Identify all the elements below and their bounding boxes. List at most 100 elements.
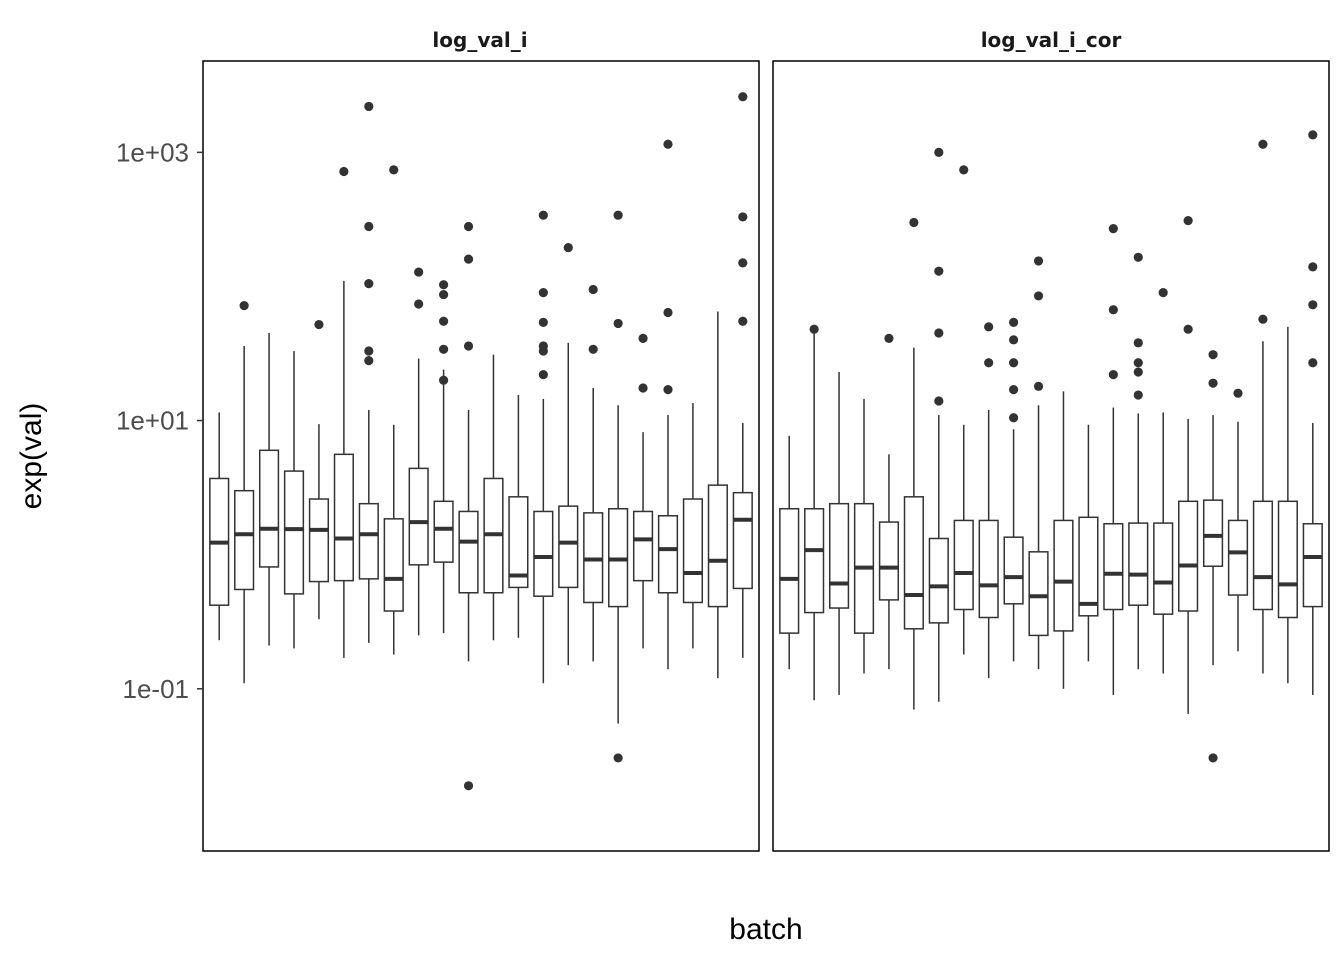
outlier-point	[1033, 291, 1044, 301]
box-iqr	[533, 510, 554, 597]
outlier-point	[1108, 305, 1118, 315]
outlier-point	[738, 316, 748, 326]
outlier-point	[1233, 388, 1243, 398]
outlier-point	[364, 279, 374, 289]
outlier-point	[934, 147, 944, 157]
box-12	[1053, 391, 1074, 689]
box-iqr	[878, 521, 900, 601]
box-iqr	[458, 510, 479, 594]
box-10	[1003, 317, 1024, 662]
box-1	[209, 412, 230, 641]
outlier-point	[1133, 367, 1143, 377]
box-iqr	[1053, 519, 1074, 632]
box-20	[682, 403, 704, 649]
box-14	[1103, 224, 1124, 695]
outlier-point	[638, 383, 648, 393]
outlier-point	[364, 355, 374, 366]
outlier-point	[1033, 256, 1044, 266]
outlier-point	[389, 165, 399, 175]
box-iqr	[1202, 499, 1224, 567]
outlier-point	[538, 287, 548, 298]
outlier-point	[1308, 130, 1318, 140]
box-iqr	[283, 470, 305, 595]
box-17	[1178, 215, 1199, 714]
box-iqr	[408, 467, 429, 566]
box-iqr	[1277, 500, 1298, 619]
outlier-point	[984, 322, 994, 332]
box-21	[1277, 326, 1298, 684]
outlier-point	[613, 753, 623, 763]
box-4	[283, 351, 305, 649]
box-1	[779, 435, 800, 670]
box-iqr	[657, 515, 679, 594]
box-iqr	[1128, 522, 1149, 606]
outlier-point	[1133, 358, 1143, 368]
box-iqr	[1302, 523, 1323, 608]
box-10	[433, 280, 454, 634]
outlier-point	[538, 346, 548, 356]
box-iqr	[707, 484, 728, 608]
box-16	[1153, 287, 1174, 674]
outlier-point	[1009, 413, 1019, 423]
box-iqr	[234, 489, 255, 591]
outlier-point	[959, 165, 969, 175]
box-7	[928, 147, 949, 702]
outlier-point	[1158, 287, 1168, 298]
box-13	[508, 395, 529, 638]
outlier-point	[1133, 390, 1143, 400]
outlier-point	[1208, 350, 1218, 360]
outlier-point	[738, 258, 748, 268]
box-9	[978, 322, 999, 679]
box-4	[853, 398, 875, 674]
box-iqr	[1078, 516, 1099, 617]
outlier-point	[984, 358, 994, 368]
box-iqr	[333, 453, 354, 582]
outlier-point	[463, 221, 474, 232]
outlier-point	[934, 396, 944, 406]
box-20	[1252, 139, 1274, 674]
outlier-point	[909, 217, 919, 228]
box-iqr	[258, 449, 280, 568]
outlier-point	[538, 210, 548, 220]
box-iqr	[1153, 522, 1174, 615]
box-8	[953, 165, 974, 655]
box-iqr	[828, 502, 850, 609]
box-iqr	[632, 510, 654, 582]
outlier-point	[563, 242, 573, 253]
box-12	[483, 354, 504, 641]
outlier-point	[1133, 252, 1143, 262]
box-6	[333, 166, 354, 658]
box-iqr	[1227, 519, 1249, 596]
box-14	[533, 210, 554, 684]
box-15	[1128, 252, 1149, 670]
outlier-point	[588, 284, 598, 295]
outlier-point	[613, 318, 623, 329]
box-iqr	[1252, 500, 1274, 611]
outlier-point	[884, 333, 894, 343]
box-iqr	[383, 518, 404, 612]
box-11	[1028, 256, 1049, 670]
outlier-point	[588, 344, 598, 354]
outlier-point	[638, 333, 648, 343]
panel-border	[772, 60, 1330, 852]
box-11	[458, 221, 479, 791]
y-tick-label: 1e+03	[116, 137, 189, 167]
facet-strip-label-1: log_val_i	[432, 28, 527, 52]
outlier-point	[439, 344, 449, 354]
outlier-point	[738, 92, 748, 102]
box-19	[657, 139, 679, 670]
outlier-point	[1183, 215, 1193, 226]
box-13	[1078, 424, 1099, 662]
outlier-point	[934, 266, 944, 276]
outlier-point	[1009, 335, 1019, 345]
outlier-point	[1308, 262, 1318, 272]
outlier-point	[1183, 324, 1193, 334]
outlier-point	[934, 328, 944, 338]
outlier-point	[538, 317, 548, 327]
outlier-point	[663, 139, 673, 149]
box-iqr	[1003, 536, 1024, 605]
y-tick-label: 1e-01	[123, 674, 190, 704]
outlier-point	[439, 280, 449, 290]
box-iqr	[978, 519, 999, 619]
